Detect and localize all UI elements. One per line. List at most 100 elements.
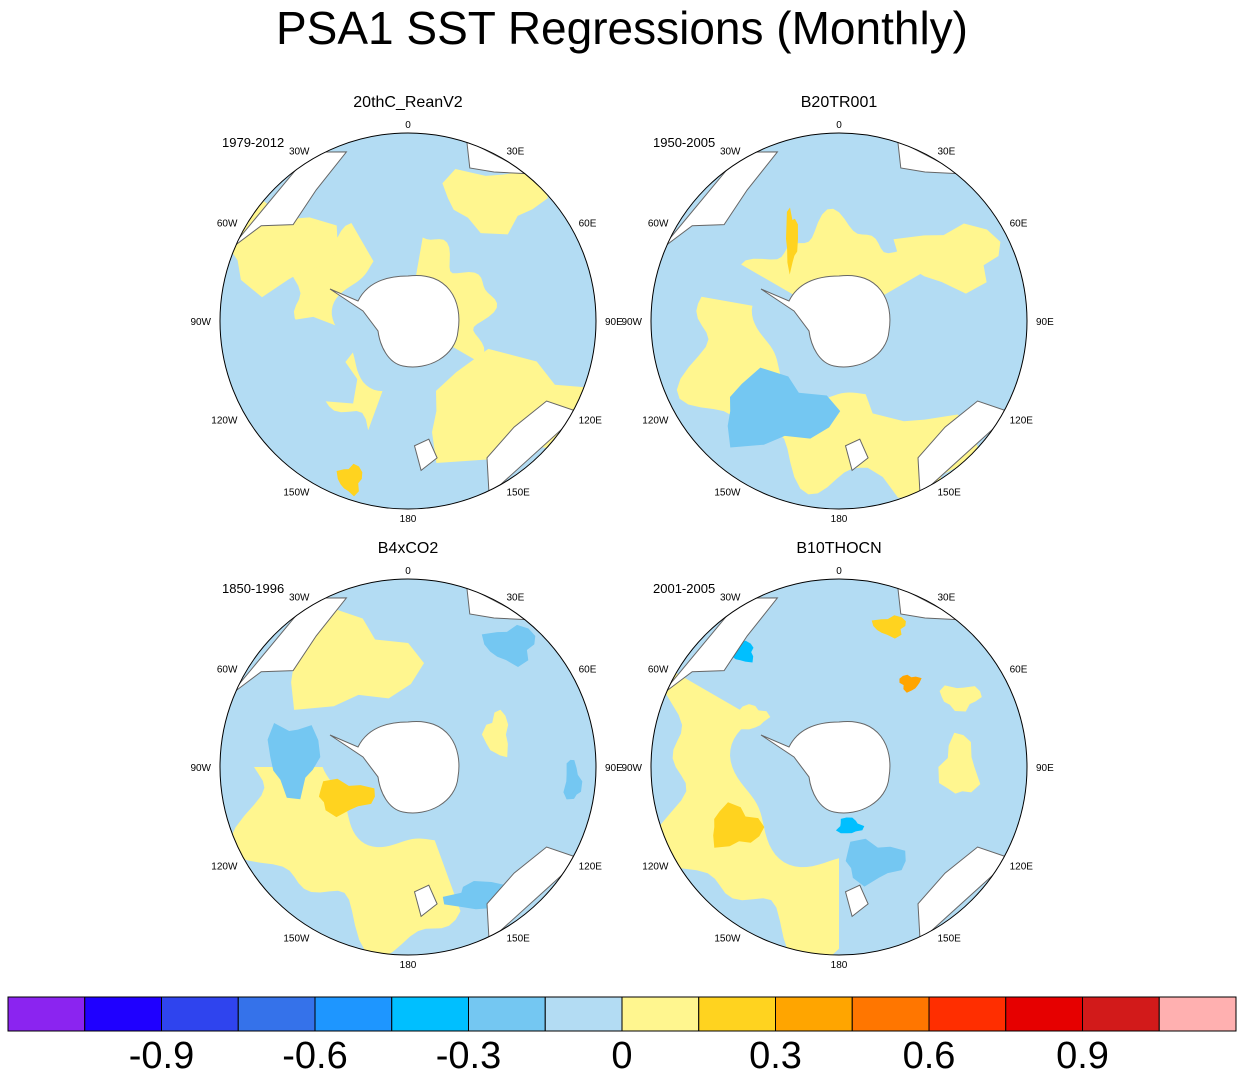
colorbar-tick-label: 0 <box>611 1035 633 1077</box>
anomaly-patch <box>481 624 536 667</box>
longitude-label: 30W <box>720 146 741 157</box>
colorbar-swatch <box>7 996 86 1032</box>
colorbar-labels: -0.9 -0.6 -0.3 0 0.3 0.6 0.9 <box>0 1034 1244 1078</box>
anomaly-patch <box>442 169 548 235</box>
colorbar-swatch <box>161 996 239 1032</box>
longitude-label: 30E <box>938 146 956 157</box>
map-panel-3: B4xCO2 1850-1996 0 30E 60E 90E 120E 150E 180 15… <box>188 540 628 970</box>
longitude-label: 60E <box>1010 219 1028 230</box>
australia-landmass <box>917 846 1013 943</box>
colorbar-tick-label: -0.9 <box>128 1035 195 1077</box>
colorbar-swatch <box>468 996 546 1032</box>
panel-title: B10THOCN <box>796 540 882 557</box>
longitude-label: 120E <box>579 416 603 427</box>
colorbar-swatch <box>84 996 162 1032</box>
longitude-label: 60W <box>217 219 238 230</box>
longitude-label: 120E <box>579 862 603 873</box>
colorbar-swatch <box>928 996 1007 1032</box>
panel-title: 20thC_ReanV2 <box>353 94 463 111</box>
longitude-label: 30W <box>289 592 310 603</box>
australia-landmass <box>486 400 582 497</box>
antarctica-landmass <box>329 720 460 814</box>
longitude-label: 60W <box>217 665 238 676</box>
longitude-label: 120W <box>642 416 669 427</box>
longitude-label: 30E <box>938 592 956 603</box>
period-label: 1950-2005 <box>653 135 716 150</box>
longitude-label: 0 <box>405 566 411 577</box>
longitude-label: 150W <box>714 488 741 499</box>
new-zealand-landmass <box>844 438 869 472</box>
longitude-label: 30W <box>289 146 310 157</box>
longitude-label: 0 <box>836 120 842 131</box>
colorbar-tick-label: 0.3 <box>749 1035 802 1077</box>
period-label: 1850-1996 <box>222 581 285 596</box>
longitude-label: 30E <box>507 592 525 603</box>
longitude-label: 90E <box>605 317 623 328</box>
antarctica-landmass <box>760 720 891 814</box>
australia-landmass <box>486 846 582 943</box>
longitude-label: 120E <box>1010 862 1034 873</box>
new-zealand-landmass <box>413 438 438 472</box>
longitude-label: 120E <box>1010 416 1034 427</box>
longitude-label: 180 <box>831 514 848 524</box>
longitude-label: 90E <box>605 763 623 774</box>
anomaly-patch <box>267 723 321 800</box>
colorbar-swatch <box>775 996 853 1032</box>
longitude-label: 150E <box>938 934 962 945</box>
longitude-label: 90W <box>621 763 642 774</box>
anomaly-patch <box>899 674 922 693</box>
map-panel-2: B20TR001 1950-2005 0 30E 60E 90E 120E 150E 180… <box>619 94 1059 524</box>
anomaly-patch <box>727 640 754 663</box>
colorbar-tick-label: -0.3 <box>435 1035 502 1077</box>
map-border <box>650 132 1028 510</box>
longitude-label: 120W <box>642 862 669 873</box>
longitude-label: 90W <box>190 317 211 328</box>
colorbar-tick-label: -0.6 <box>282 1035 348 1077</box>
colorbar-swatch <box>1005 996 1083 1032</box>
period-label: 2001-2005 <box>653 581 716 596</box>
anomaly-band <box>230 767 461 955</box>
longitude-label: 90W <box>190 763 211 774</box>
longitude-label: 150E <box>507 934 531 945</box>
longitude-label: 120W <box>211 416 238 427</box>
longitude-label: 120W <box>211 862 238 873</box>
longitude-label: 30W <box>720 592 741 603</box>
longitude-label: 60W <box>648 665 669 676</box>
anomaly-patch <box>938 732 981 794</box>
longitude-label: 180 <box>831 960 848 970</box>
colorbar-swatch <box>1158 996 1237 1032</box>
antarctica-landmass <box>329 274 460 368</box>
anomaly-patch <box>738 704 771 730</box>
new-zealand-landmass <box>844 884 869 918</box>
australia-landmass <box>917 400 1013 497</box>
longitude-label: 150W <box>283 934 310 945</box>
colorbar-swatch <box>698 996 776 1032</box>
period-label: 1979-2012 <box>222 135 285 150</box>
anomaly-patch <box>563 759 583 800</box>
longitude-label: 150W <box>283 488 310 499</box>
longitude-label: 150E <box>507 488 531 499</box>
colorbar-swatch <box>544 996 623 1032</box>
page-title: PSA1 SST Regressions (Monthly) <box>276 2 968 54</box>
map-panel-4: B10THOCN 2001-2005 0 30E 60E 90E 120E 150E 180… <box>619 540 1059 970</box>
anomaly-patch <box>871 615 906 639</box>
anomaly-band <box>741 208 929 302</box>
longitude-label: 60E <box>579 665 597 676</box>
longitude-label: 90E <box>1036 317 1054 328</box>
longitude-label: 150E <box>938 488 962 499</box>
anomaly-patch <box>727 367 841 448</box>
colorbar-swatch <box>314 996 393 1032</box>
colorbar-swatch <box>391 996 469 1032</box>
longitude-label: 90E <box>1036 763 1054 774</box>
colorbar-swatch <box>851 996 930 1032</box>
anomaly-patch <box>481 709 509 758</box>
map-border <box>219 578 597 956</box>
anomaly-patch <box>939 685 982 712</box>
anomaly-patch <box>835 817 865 834</box>
anomaly-patch <box>318 778 375 818</box>
longitude-label: 180 <box>400 960 417 970</box>
anomaly-patch <box>786 207 798 275</box>
map-border <box>650 578 1028 956</box>
anomaly-patch <box>893 223 1001 294</box>
polar-map: 0 30E 60E 90E 120E 150E 180 150W 120W 90W 60W 30W <box>621 566 1054 970</box>
